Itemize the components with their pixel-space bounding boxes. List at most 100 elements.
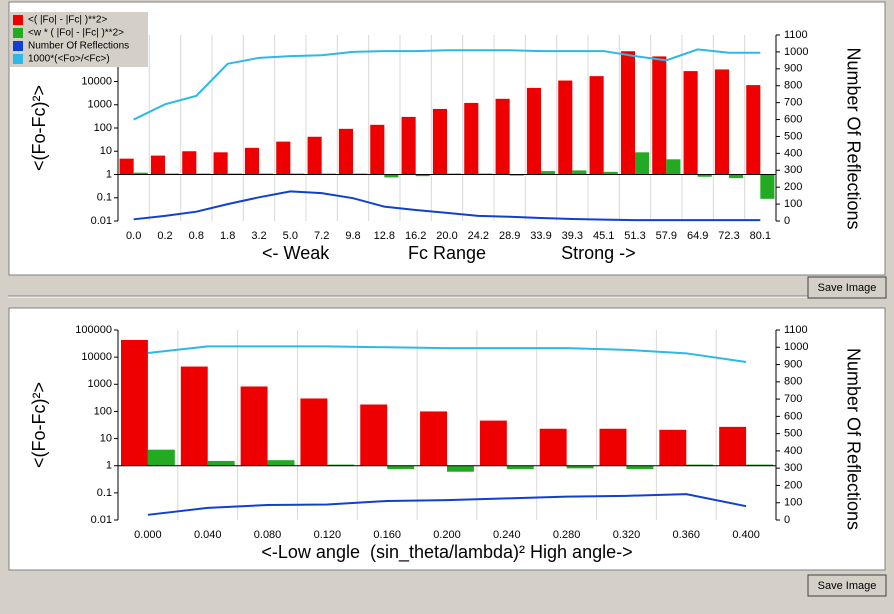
bar [240, 386, 268, 466]
x-tick-label: 0.000 [134, 529, 162, 541]
bar [572, 170, 587, 175]
x-tick-label: 72.3 [718, 230, 739, 242]
x-tick-label: 0.2 [157, 230, 172, 242]
y-tick-label: 100 [94, 122, 112, 134]
x-tick-label: 7.2 [314, 230, 329, 242]
bar [714, 69, 729, 175]
y2-tick-label: 500 [784, 428, 802, 440]
y-tick-label: 0.01 [91, 514, 112, 526]
y-tick-label: 1000 [88, 99, 112, 111]
bar [760, 174, 775, 199]
x-tick-label: 33.9 [530, 230, 551, 242]
x-tick-label: 9.8 [345, 230, 360, 242]
y-axis-title: <(Fo-Fc)²> [29, 382, 49, 468]
bar [180, 366, 208, 466]
bar [659, 429, 687, 466]
button-frame[interactable] [807, 574, 887, 597]
legend-swatch [13, 41, 23, 51]
line-series [147, 345, 747, 363]
bar [147, 449, 175, 466]
x-tick-label: 51.3 [624, 230, 645, 242]
x-tick-label: 0.320 [613, 529, 641, 541]
line-series [133, 48, 761, 121]
bar [526, 87, 541, 175]
y2-tick-label: 200 [784, 479, 802, 491]
y2-axis-title: Number Of Reflections [843, 47, 863, 229]
bar [120, 339, 148, 466]
save-button[interactable]: Save Image [807, 276, 887, 299]
bar [182, 151, 197, 175]
x-axis-title: <- Weak [262, 243, 330, 263]
bar [119, 158, 134, 175]
x-tick-label: 45.1 [593, 230, 614, 242]
y-tick-label: 0.1 [97, 192, 112, 204]
y-tick-label: 10 [100, 432, 112, 444]
y2-tick-label: 900 [784, 358, 802, 370]
bar [506, 465, 534, 470]
y2-tick-label: 500 [784, 130, 802, 142]
bar [401, 116, 416, 175]
bar [415, 174, 430, 177]
button-label[interactable]: Save Image [818, 282, 877, 294]
save-button[interactable]: Save Image [807, 574, 887, 597]
y2-tick-label: 1100 [784, 29, 808, 41]
bar [384, 174, 399, 178]
legend-swatch [13, 54, 23, 64]
line-series [147, 493, 747, 516]
y-tick-label: 1000 [88, 378, 112, 390]
legend-box [10, 12, 148, 67]
button-label[interactable]: Save Image [818, 580, 877, 592]
x-tick-label: 16.2 [405, 230, 426, 242]
y2-tick-label: 400 [784, 147, 802, 159]
y2-tick-label: 1000 [784, 46, 808, 58]
bar [300, 398, 328, 466]
y2-tick-label: 700 [784, 393, 802, 405]
y-tick-label: 1 [106, 460, 112, 472]
bar [207, 460, 235, 466]
bar [697, 174, 712, 177]
bar [652, 56, 667, 175]
bar [589, 76, 604, 175]
bar [432, 108, 447, 175]
x-tick-label: 0.280 [553, 529, 581, 541]
bar [509, 174, 524, 176]
x-tick-label: 3.2 [251, 230, 266, 242]
y2-tick-label: 1100 [784, 324, 808, 336]
bar [479, 420, 507, 466]
x-tick-label: 0.400 [732, 529, 760, 541]
y2-tick-label: 0 [784, 514, 790, 526]
bar [539, 428, 567, 466]
bar [729, 174, 744, 179]
x-tick-label: 0.200 [433, 529, 461, 541]
bar [387, 465, 415, 470]
bar [213, 152, 228, 175]
x-tick-label: 0.240 [493, 529, 521, 541]
y-tick-label: 1 [106, 168, 112, 180]
bar [370, 124, 385, 175]
bar [267, 460, 295, 466]
y2-tick-label: 400 [784, 445, 802, 457]
bar [244, 147, 259, 175]
bar [635, 152, 650, 175]
bar [719, 426, 747, 466]
x-tick-label: 80.1 [750, 230, 771, 242]
button-frame[interactable] [807, 276, 887, 299]
y2-tick-label: 0 [784, 215, 790, 227]
legend-label: <( |Fo| - |Fc| )**2> [28, 15, 107, 26]
bar [683, 71, 698, 175]
y-tick-label: 0.1 [97, 487, 112, 499]
bar [566, 465, 594, 469]
bar [541, 171, 556, 175]
bar [133, 172, 148, 175]
y2-tick-label: 300 [784, 462, 802, 474]
y2-tick-label: 100 [784, 497, 802, 509]
x-tick-label: 57.9 [656, 230, 677, 242]
x-tick-label: 0.040 [194, 529, 222, 541]
bar [746, 85, 761, 175]
bar [447, 465, 474, 472]
bar [626, 465, 654, 470]
bar [420, 411, 447, 466]
y2-tick-label: 600 [784, 410, 802, 422]
x-tick-label: 1.8 [220, 230, 235, 242]
